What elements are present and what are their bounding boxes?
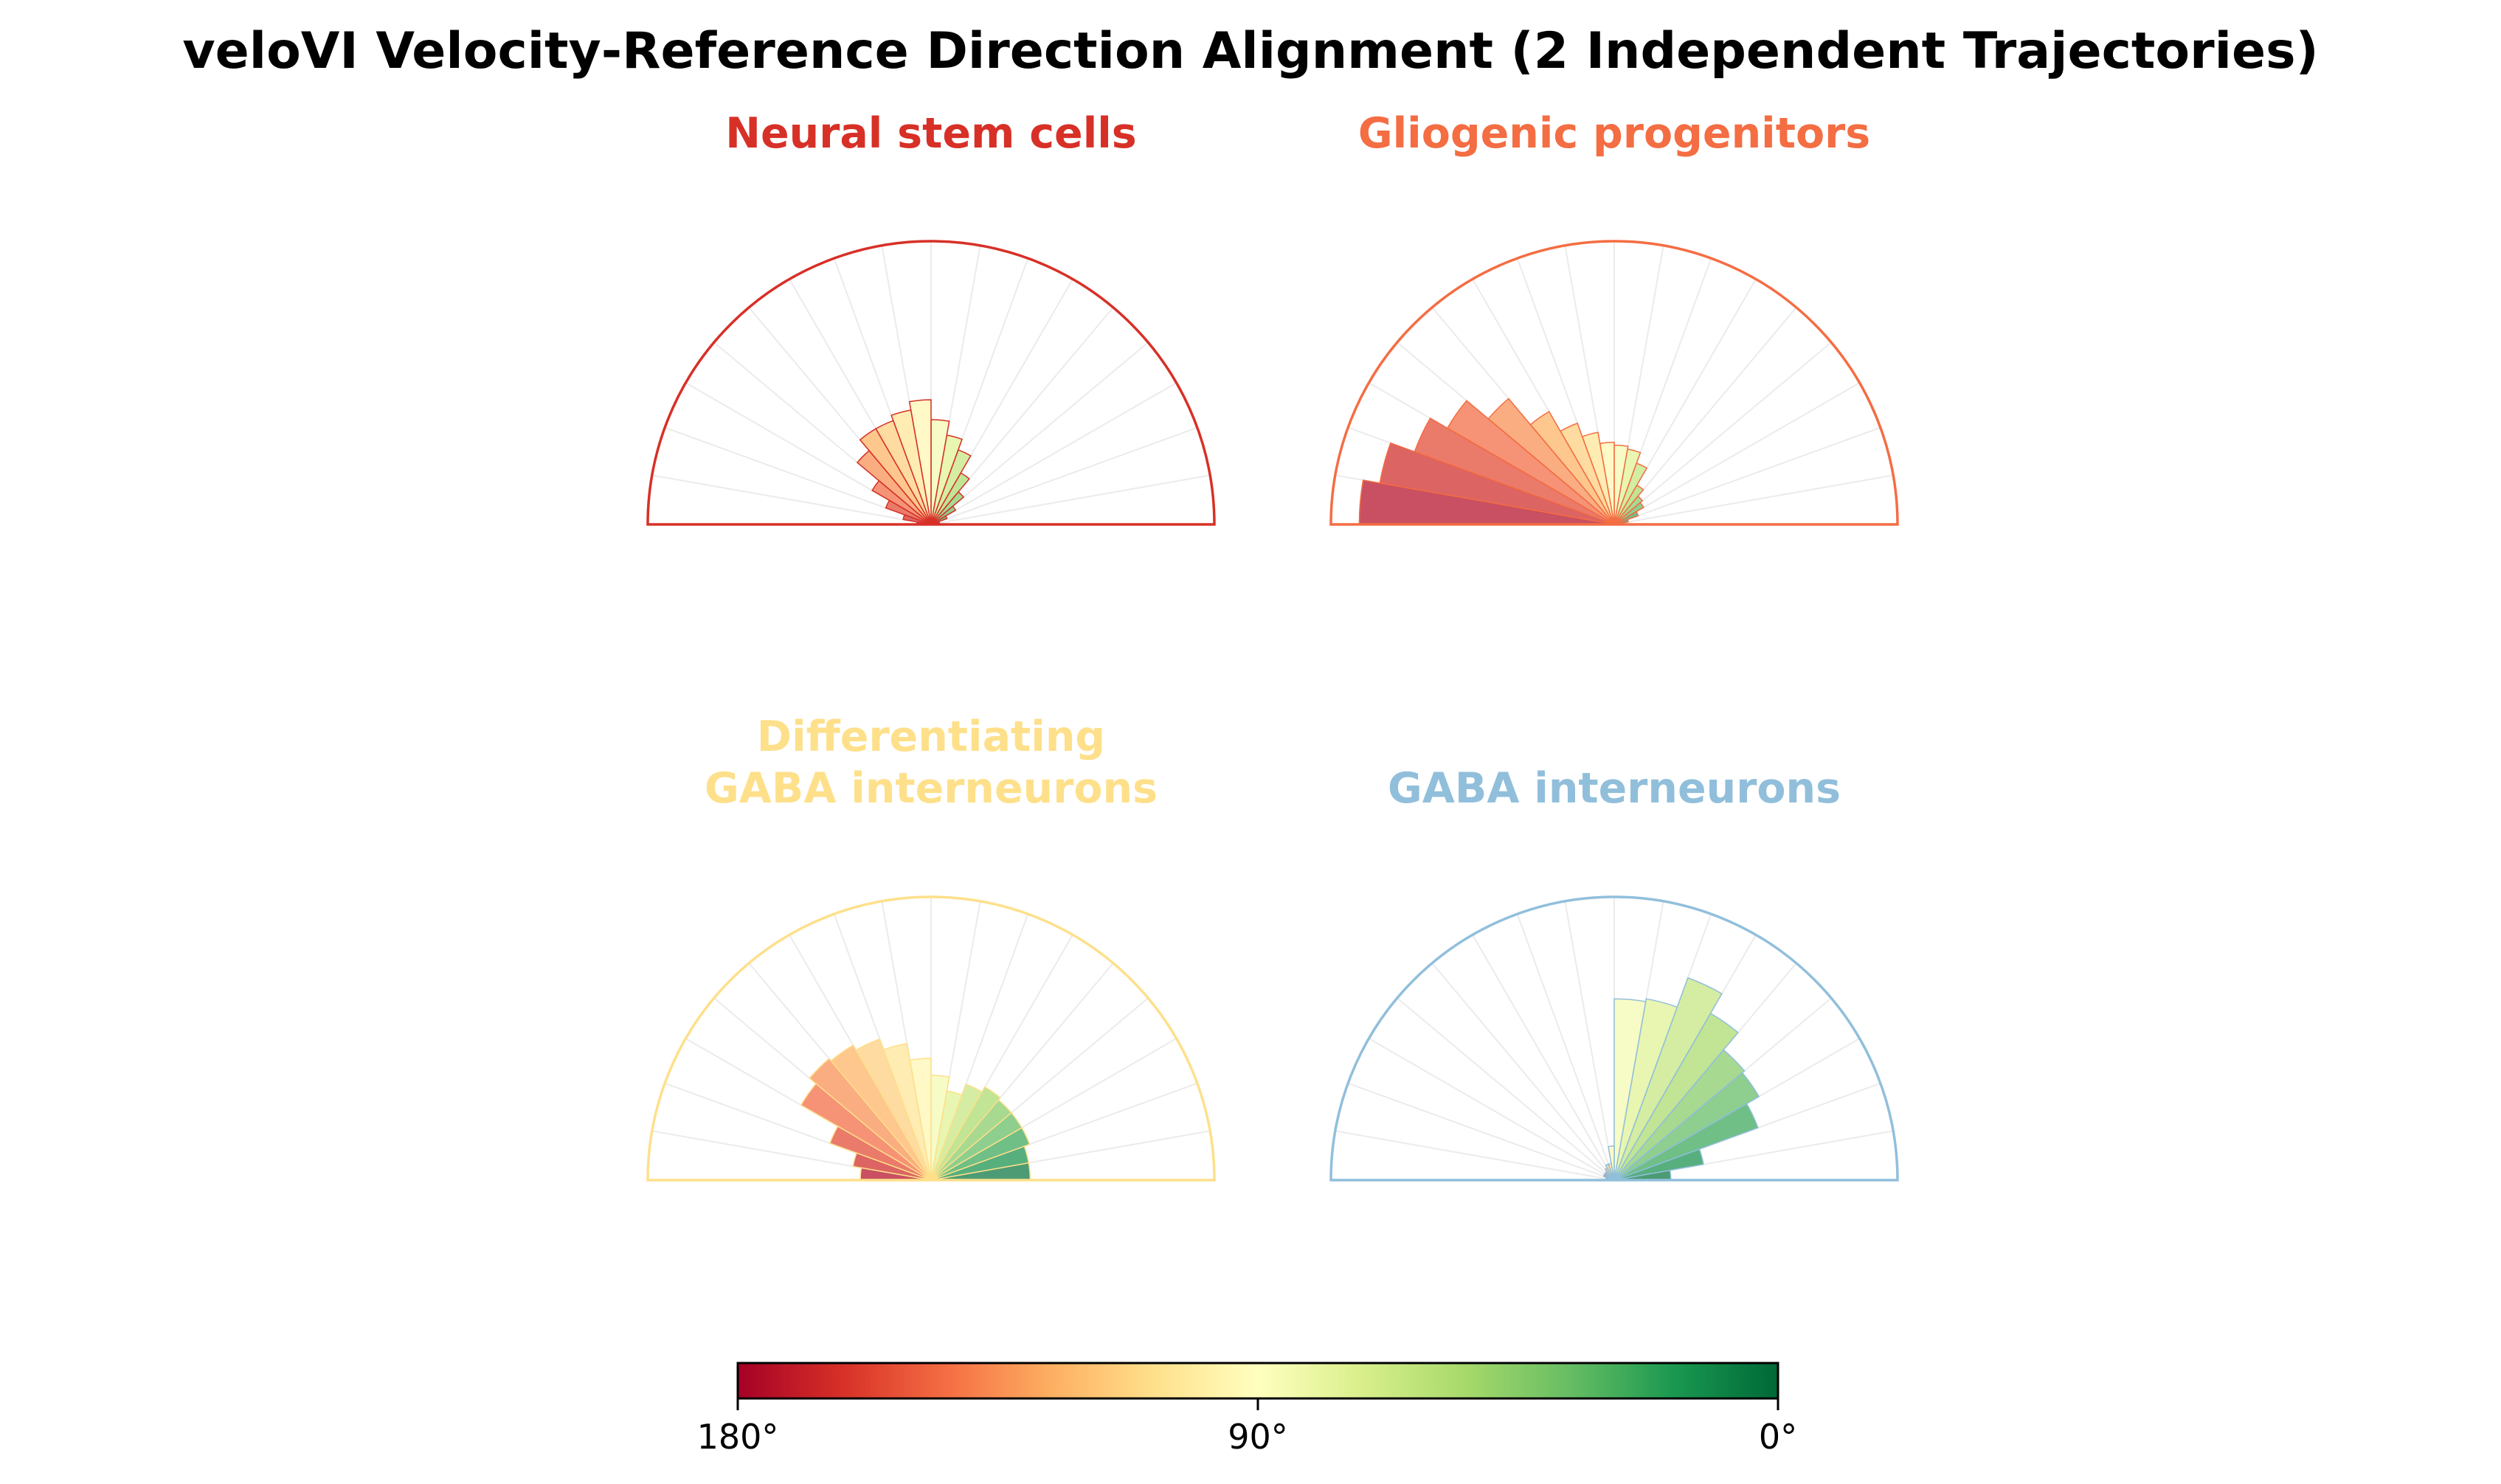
polar-panel: GABA interneurons [1329,764,1899,1182]
polar-bar [930,1083,983,1181]
polar-bar [1613,977,1723,1181]
polar-frame [1329,895,1899,1182]
grid-line [930,382,1177,525]
polar-bar [902,513,932,525]
polar-bar [1613,998,1647,1181]
grid-line [1613,382,1861,525]
grid-line [1564,901,1615,1181]
polar-bar [856,449,932,525]
grid-line [651,474,932,525]
polar-frame [646,895,1216,1182]
figure-title: veloVI Velocity-Reference Direction Alig… [182,22,2318,80]
panel-title: Gliogenic progenitors [1358,109,1870,158]
polar-bar [930,1086,1001,1181]
colorbar-tick-label: 90° [1228,1417,1288,1457]
panel-title: Neural stem cells [725,109,1136,158]
polar-bar [809,1058,932,1181]
polar-frame [646,240,1216,526]
polar-bar [852,1152,932,1181]
grid-line [1431,963,1615,1181]
polar-bar [885,499,932,525]
grid-line [1335,1130,1615,1181]
grid-line [1613,307,1797,525]
polar-panel: Neural stem cells [646,109,1216,526]
panels: Neural stem cells Gliogenic progenitors Di… [646,109,1899,1182]
grid-line [1347,1082,1615,1181]
polar-bar [1613,998,1678,1181]
grid-line [930,341,1149,525]
polar-bar [859,428,932,525]
polar-bar [871,479,932,525]
colorbar-tick-label: 0° [1759,1417,1797,1457]
grid-line [930,474,1211,525]
colorbar-gradient [736,1362,1779,1400]
grid-line [1613,474,1894,525]
polar-bar [829,1126,932,1181]
colorbar-ticks: 180° 90° 0° [697,1398,1797,1457]
panel-title: Differentiating [757,712,1105,761]
colorbar-tick-label: 180° [697,1417,779,1457]
grid-line [930,426,1198,525]
grid-line [1368,1038,1615,1181]
colorbar: 180° 90° 0° [697,1362,1797,1457]
polar-bar [800,1083,932,1181]
panel-title: GABA interneurons [705,764,1158,813]
grid-line [1397,997,1615,1181]
polar-frame [1329,240,1899,526]
polar-panel: Gliogenic progenitors [1329,109,1899,526]
panel-title: GABA interneurons [1388,764,1841,813]
grid-line [1613,341,1832,525]
grid-line [1516,913,1615,1181]
grid-line [1472,934,1615,1181]
grid-line [1613,426,1881,525]
